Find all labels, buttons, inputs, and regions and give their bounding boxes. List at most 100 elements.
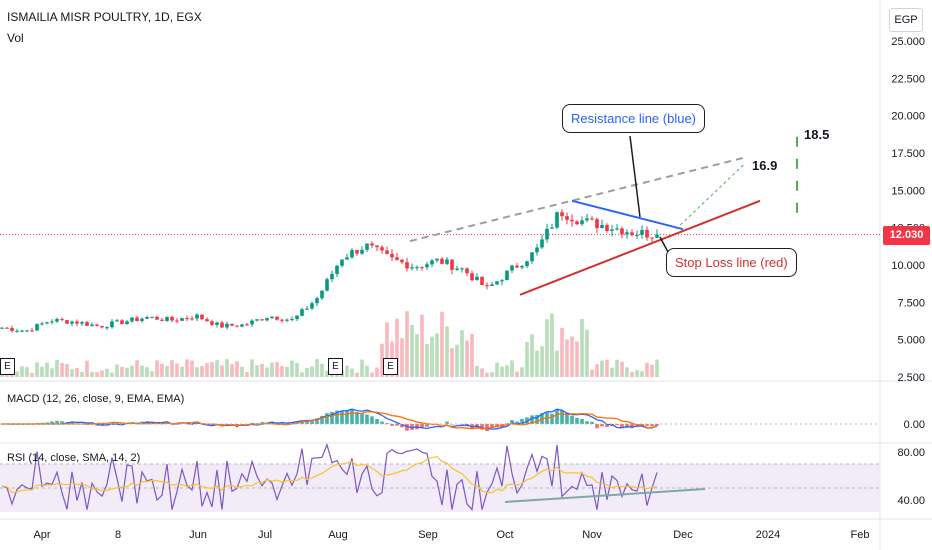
volume-bar bbox=[520, 367, 524, 377]
candle-body bbox=[110, 321, 114, 328]
macd-histogram-bar bbox=[630, 424, 634, 429]
candle-body bbox=[180, 318, 184, 321]
macd-histogram-bar bbox=[50, 421, 54, 424]
volume-bar bbox=[255, 365, 259, 377]
candle-body bbox=[440, 258, 444, 264]
volume-bar bbox=[125, 367, 129, 377]
volume-bar bbox=[265, 367, 269, 377]
volume-bar bbox=[650, 364, 654, 377]
candle-body bbox=[220, 322, 224, 328]
candle-body bbox=[100, 325, 104, 328]
volume-bar bbox=[130, 365, 134, 377]
volume-bar bbox=[530, 334, 534, 377]
volume-bar bbox=[30, 372, 34, 377]
candle-body bbox=[265, 318, 269, 321]
macd-histogram-bar bbox=[255, 423, 259, 424]
price-tick-label: 5.000 bbox=[897, 335, 925, 347]
candle-body bbox=[240, 324, 244, 327]
volume-bar bbox=[105, 368, 109, 377]
candle-body bbox=[460, 268, 464, 270]
volume-bar bbox=[280, 365, 284, 377]
macd-histogram-bar bbox=[655, 424, 659, 426]
volume-bar bbox=[525, 341, 529, 377]
candle-body bbox=[580, 220, 584, 225]
volume-bar bbox=[570, 336, 574, 377]
candle-body bbox=[120, 320, 124, 325]
volume-bar bbox=[215, 360, 219, 377]
macd-histogram-bar bbox=[565, 412, 569, 424]
volume-bar bbox=[75, 367, 79, 377]
volume-bar bbox=[150, 371, 154, 377]
macd-histogram-bar bbox=[335, 410, 339, 424]
volume-bar bbox=[210, 361, 214, 377]
volume-bar bbox=[580, 319, 584, 377]
candle-body bbox=[375, 245, 379, 248]
projection-line bbox=[409, 156, 746, 243]
macd-histogram-bar bbox=[330, 411, 334, 424]
earnings-badge[interactable]: E bbox=[0, 358, 15, 375]
volume-bar bbox=[370, 372, 374, 377]
volume-bar bbox=[115, 364, 119, 377]
volume-bar bbox=[80, 371, 84, 377]
earnings-badge[interactable]: E bbox=[328, 358, 343, 375]
volume-bar bbox=[550, 313, 554, 377]
time-tick-label: Jul bbox=[258, 529, 272, 541]
rsi-trend-line bbox=[504, 488, 706, 503]
candle-body bbox=[525, 261, 529, 267]
volume-bar bbox=[400, 338, 404, 377]
volume-bar bbox=[585, 329, 589, 377]
macd-histogram-bar bbox=[585, 421, 589, 424]
volume-bar bbox=[590, 369, 594, 377]
volume-bar bbox=[185, 359, 189, 377]
candle-body bbox=[290, 319, 294, 321]
candle-body bbox=[455, 268, 459, 270]
candle-body bbox=[25, 330, 29, 332]
candle-body bbox=[505, 270, 509, 281]
macd-histogram-bar bbox=[545, 412, 549, 424]
macd-histogram-bar bbox=[305, 421, 309, 424]
volume-bar bbox=[365, 365, 369, 377]
candle-body bbox=[0, 327, 4, 329]
volume-bar bbox=[475, 365, 479, 377]
macd-histogram-bar bbox=[400, 424, 404, 428]
macd-histogram-bar bbox=[445, 421, 449, 424]
rsi-tick-label: 40.00 bbox=[897, 495, 925, 507]
volume-bar bbox=[190, 360, 194, 377]
macd-histogram-bar bbox=[315, 418, 319, 424]
resistance-pointer bbox=[629, 135, 641, 218]
stoploss-callout: Stop Loss line (red) bbox=[666, 248, 797, 277]
candle-body bbox=[515, 265, 519, 268]
volume-bar bbox=[50, 368, 54, 377]
candle-body bbox=[645, 229, 649, 238]
candle-body bbox=[125, 321, 129, 325]
volume-bar bbox=[35, 362, 39, 377]
volume-bar bbox=[610, 367, 614, 377]
candle-body bbox=[480, 276, 484, 286]
candle-body bbox=[395, 257, 399, 260]
macd-tick-label: 0.00 bbox=[904, 419, 925, 431]
volume-bar bbox=[65, 364, 69, 377]
candle-body bbox=[620, 228, 624, 235]
candle-body bbox=[400, 259, 404, 263]
volume-bar bbox=[595, 364, 599, 377]
candle-body bbox=[45, 322, 49, 324]
currency-selector[interactable]: EGP bbox=[889, 8, 923, 32]
target-label-2: 18.5 bbox=[804, 127, 830, 142]
volume-bar bbox=[60, 362, 64, 377]
candle-body bbox=[360, 249, 364, 254]
candle-body bbox=[160, 319, 164, 321]
candle-body bbox=[550, 227, 554, 229]
candle-body bbox=[600, 225, 604, 229]
volume-bar bbox=[565, 339, 569, 377]
candle-body bbox=[345, 257, 349, 260]
macd-histogram-bar bbox=[575, 417, 579, 424]
candle-body bbox=[610, 229, 614, 231]
candle-body bbox=[335, 265, 339, 274]
candle-body bbox=[420, 267, 424, 269]
volume-bar bbox=[250, 359, 254, 377]
volume-bar bbox=[450, 348, 454, 377]
volume-bar bbox=[240, 366, 244, 377]
earnings-badge[interactable]: E bbox=[383, 358, 398, 375]
macd-histogram-bar bbox=[375, 419, 379, 424]
macd-histogram-bar bbox=[300, 421, 304, 424]
